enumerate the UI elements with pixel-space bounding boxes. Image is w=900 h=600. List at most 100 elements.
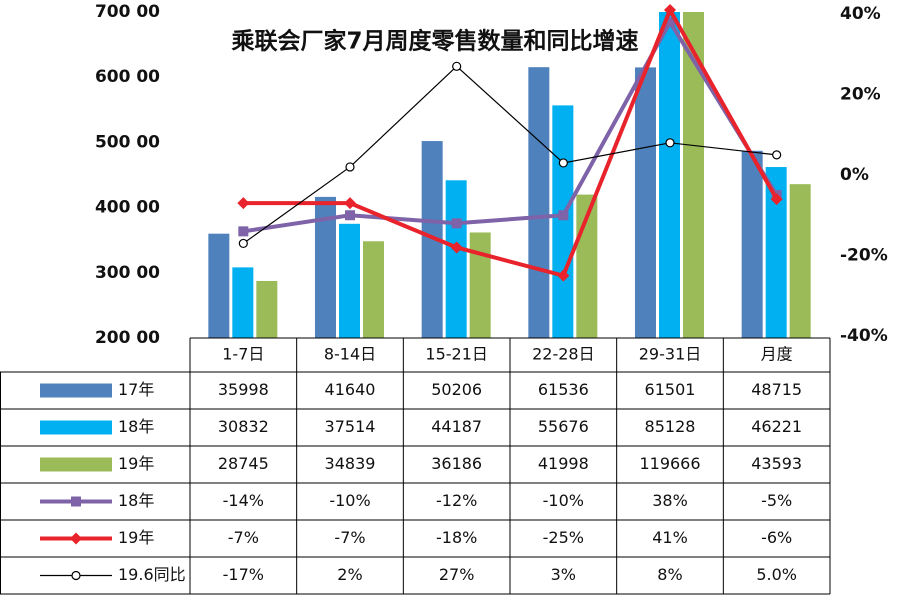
table-cell: 85128 <box>645 417 696 436</box>
y2-tick-label: 20% <box>840 85 881 105</box>
bar <box>789 184 811 338</box>
line-series <box>243 5 779 279</box>
table-cell: 2% <box>337 565 362 584</box>
bar <box>208 233 230 338</box>
marker <box>770 193 783 206</box>
legend-label: 19年 <box>118 528 154 547</box>
table-cell: 41998 <box>538 454 589 473</box>
marker <box>451 218 462 229</box>
table-cell: 36186 <box>431 454 482 473</box>
table-cell: 38% <box>652 491 688 510</box>
bar <box>552 105 574 338</box>
table-cell: 41% <box>652 528 688 547</box>
marker <box>665 138 675 148</box>
table-cell: 5.0% <box>756 565 797 584</box>
y-tick-label: 300 00 <box>95 263 160 283</box>
table-cell: -12% <box>436 491 477 510</box>
y-tick-label: 600 00 <box>95 67 160 87</box>
marker <box>71 570 81 581</box>
table-cell: 44187 <box>431 417 482 436</box>
legend-swatch <box>40 420 112 435</box>
marker <box>237 197 250 210</box>
bar <box>469 232 491 338</box>
bar <box>765 167 787 338</box>
x-tick-label: 8-14日 <box>324 345 376 364</box>
x-tick-label: 29-31日 <box>639 345 702 364</box>
marker <box>665 17 675 28</box>
legend-label: 18年 <box>118 491 154 510</box>
table-cell: -6% <box>761 528 792 547</box>
table-cell: 43593 <box>751 454 802 473</box>
legend-label: 18年 <box>118 417 154 436</box>
bar <box>528 67 550 338</box>
table-cell: 50206 <box>431 380 482 399</box>
bar-layer <box>208 12 811 338</box>
marker <box>772 150 782 160</box>
x-tick-label: 月度 <box>761 345 793 364</box>
y-tick-label: 400 00 <box>95 198 160 218</box>
x-tick-label: 22-28日 <box>532 345 595 364</box>
marker <box>71 496 81 507</box>
bar <box>741 150 763 338</box>
chart-title: 乘联会厂家7月周度零售数量和同比增速 <box>230 28 638 55</box>
table-cell: -7% <box>228 528 259 547</box>
marker <box>345 210 355 221</box>
table-cell: 27% <box>439 565 475 584</box>
bar <box>232 267 254 338</box>
marker <box>557 269 570 282</box>
marker <box>664 3 676 16</box>
line-series <box>242 65 777 244</box>
marker <box>558 158 568 168</box>
table-cell: -17% <box>223 565 264 584</box>
line-series <box>243 18 779 234</box>
line-layer <box>237 3 783 282</box>
marker <box>450 241 463 254</box>
table-cell: -10% <box>543 491 584 510</box>
legend-swatch <box>40 383 112 398</box>
y2-tick-label: -40% <box>840 326 888 346</box>
bar <box>256 280 278 338</box>
legend-label: 19.6同比 <box>118 565 186 584</box>
marker <box>344 197 356 210</box>
table-cell: 61501 <box>645 380 696 399</box>
table-cell: -7% <box>334 528 365 547</box>
table-cell: -25% <box>543 528 584 547</box>
table-cell: 30832 <box>218 417 269 436</box>
table-cell: -14% <box>223 491 264 510</box>
legend-label: 19年 <box>118 454 154 473</box>
table-cell: -18% <box>436 528 477 547</box>
bar <box>683 12 704 338</box>
bar <box>421 141 443 338</box>
table-cell: 119666 <box>639 454 700 473</box>
table-cell: 55676 <box>538 417 589 436</box>
table-cell: -10% <box>329 491 370 510</box>
table-cell: 28745 <box>218 454 269 473</box>
marker <box>558 210 569 221</box>
table-cell: 37514 <box>325 417 376 436</box>
table-cell: 46221 <box>751 417 802 436</box>
table-cell: -5% <box>761 491 792 510</box>
marker <box>70 532 82 545</box>
y2-tick-label: 0% <box>840 165 869 185</box>
legend-label: 17年 <box>118 380 154 399</box>
table-cell: 3% <box>551 565 576 584</box>
y2-tick-label: -20% <box>840 246 888 266</box>
bar <box>315 196 336 338</box>
marker <box>345 162 355 172</box>
bar <box>659 12 680 338</box>
x-tick-label: 15-21日 <box>425 345 488 364</box>
table-cell: 48715 <box>751 380 802 399</box>
table-cell: 8% <box>657 565 682 584</box>
table-cell: 35998 <box>218 380 269 399</box>
bar <box>445 180 467 338</box>
y-tick-label: 700 00 <box>95 2 160 22</box>
marker <box>452 61 462 71</box>
y-tick-label: 500 00 <box>95 132 160 152</box>
marker <box>238 226 249 237</box>
bar <box>339 223 360 338</box>
x-tick-label: 1-7日 <box>222 345 264 364</box>
table-cell: 34839 <box>325 454 376 473</box>
y2-tick-label: 40% <box>840 4 881 24</box>
y-tick-label: 200 00 <box>95 328 160 348</box>
